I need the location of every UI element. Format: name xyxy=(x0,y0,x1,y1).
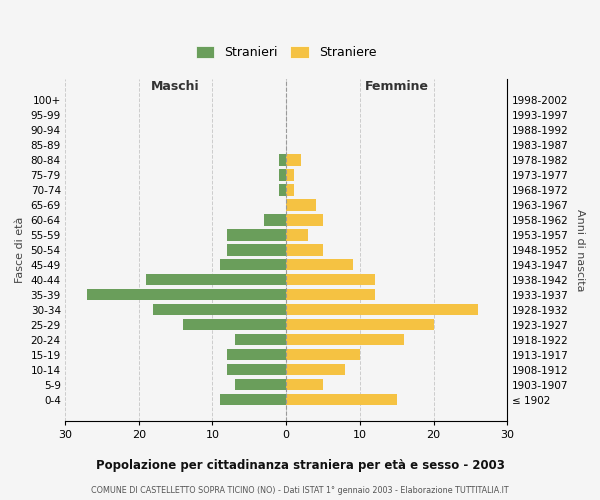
Bar xyxy=(286,244,323,256)
Bar xyxy=(286,170,293,180)
Bar xyxy=(264,214,286,226)
Bar xyxy=(286,334,404,345)
Bar xyxy=(286,230,308,240)
Bar xyxy=(286,184,293,196)
Legend: Stranieri, Straniere: Stranieri, Straniere xyxy=(191,40,382,64)
Bar xyxy=(286,379,323,390)
Bar xyxy=(286,289,374,300)
Bar xyxy=(286,394,397,406)
Bar xyxy=(235,379,286,390)
Bar xyxy=(286,304,478,316)
Y-axis label: Fasce di età: Fasce di età xyxy=(15,216,25,283)
Bar xyxy=(227,244,286,256)
Bar xyxy=(286,154,301,166)
Bar xyxy=(220,394,286,406)
Bar xyxy=(286,200,316,210)
Bar xyxy=(154,304,286,316)
Bar xyxy=(183,319,286,330)
Bar xyxy=(87,289,286,300)
Y-axis label: Anni di nascita: Anni di nascita xyxy=(575,208,585,291)
Bar xyxy=(227,364,286,376)
Bar xyxy=(146,274,286,285)
Bar xyxy=(279,170,286,180)
Bar xyxy=(286,214,323,226)
Bar xyxy=(227,349,286,360)
Text: Femmine: Femmine xyxy=(365,80,429,93)
Bar xyxy=(286,349,360,360)
Text: Maschi: Maschi xyxy=(151,80,200,93)
Bar xyxy=(286,274,374,285)
Bar xyxy=(227,230,286,240)
Bar xyxy=(220,260,286,270)
Bar xyxy=(286,364,345,376)
Bar xyxy=(235,334,286,345)
Text: COMUNE DI CASTELLETTO SOPRA TICINO (NO) - Dati ISTAT 1° gennaio 2003 - Elaborazi: COMUNE DI CASTELLETTO SOPRA TICINO (NO) … xyxy=(91,486,509,495)
Bar xyxy=(279,154,286,166)
Bar xyxy=(279,184,286,196)
Bar xyxy=(286,319,434,330)
Text: Popolazione per cittadinanza straniera per età e sesso - 2003: Popolazione per cittadinanza straniera p… xyxy=(95,460,505,472)
Bar xyxy=(286,260,353,270)
